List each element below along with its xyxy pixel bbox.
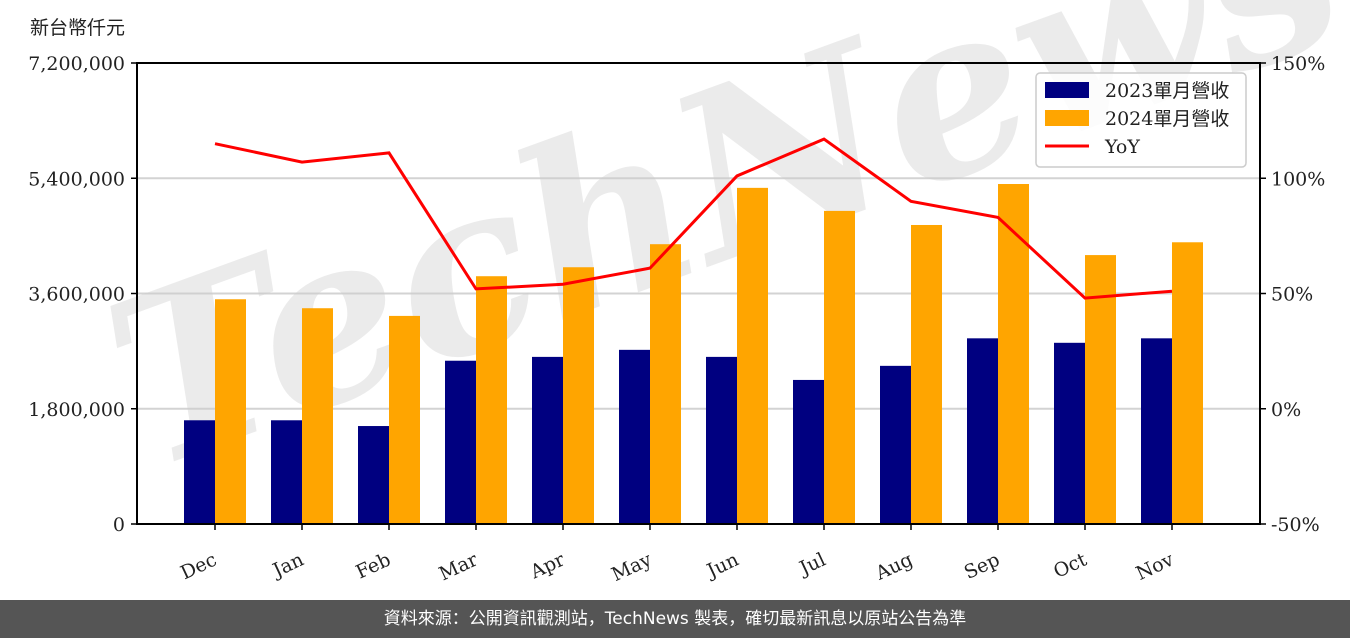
- y-tick-label: 3,600,000: [28, 284, 125, 306]
- bar-2024: [1085, 255, 1116, 525]
- y-axis-label: 新台幣仟元: [30, 17, 125, 39]
- bar-2024: [1172, 242, 1203, 524]
- bar-2024: [998, 184, 1029, 524]
- revenue-chart: TechNews 0 1,800,000 3,600,000 5,400,000 7,20…: [28, 0, 1350, 586]
- bar-2023: [271, 420, 302, 524]
- y-tick-label: 0: [113, 514, 125, 536]
- y-right-tick-label: 150%: [1271, 53, 1325, 75]
- bar-2024: [737, 187, 768, 524]
- x-tick-label: Feb: [353, 549, 395, 584]
- y-tick-label: 7,200,000: [28, 53, 125, 75]
- yoy-line: [214, 137, 1173, 300]
- x-tick-label: Aug: [871, 549, 916, 585]
- legend-label: 2023單月營收: [1105, 80, 1229, 102]
- legend-swatch: [1045, 110, 1089, 126]
- bar-2023: [184, 420, 215, 524]
- bar-2023: [1141, 338, 1172, 524]
- x-tick-label: Sep: [961, 549, 1003, 584]
- bar-2023: [1054, 342, 1085, 524]
- legend-swatch: [1045, 82, 1089, 98]
- x-tick-label: Mar: [436, 548, 482, 585]
- legend: 2023單月營收 2024單月營收 YoY: [1035, 72, 1247, 168]
- bar-2024: [476, 276, 507, 524]
- x-tick-label: Apr: [526, 548, 569, 584]
- y-right-tick-label: 50%: [1271, 284, 1313, 306]
- y-tick-label: 1,800,000: [28, 399, 125, 421]
- y-tick-label: 5,400,000: [28, 168, 125, 190]
- x-tick-label: Jul: [794, 549, 829, 581]
- bar-2023: [793, 379, 824, 524]
- bar-2024: [389, 315, 420, 524]
- bar-2023: [967, 338, 998, 524]
- legend-label: YoY: [1104, 136, 1140, 158]
- bar-2024: [563, 267, 594, 524]
- x-tick-label: Oct: [1050, 548, 1090, 582]
- x-tick-label: May: [608, 548, 655, 586]
- bar-2024: [911, 224, 942, 524]
- y-right-tick-label: 0%: [1271, 399, 1301, 421]
- source-text: 資料來源：公開資訊觀測站，TechNews 製表，確切最新訊息以原站公告為準: [383, 609, 967, 629]
- source-footer: 資料來源：公開資訊觀測站，TechNews 製表，確切最新訊息以原站公告為準: [0, 600, 1350, 638]
- bar-2023: [445, 360, 476, 524]
- bar-2023: [880, 365, 911, 524]
- y-right-tick-label: 100%: [1271, 168, 1325, 190]
- y-right-tick-label: -50%: [1271, 514, 1320, 536]
- bar-2023: [619, 349, 650, 524]
- bar-2023: [706, 356, 737, 524]
- chart-canvas: TechNews01,800,0003,600,0005,400,0007,20…: [28, 0, 1350, 586]
- x-tick-label: Dec: [177, 549, 220, 585]
- bar-2024: [650, 244, 681, 524]
- legend-label: 2024單月營收: [1105, 108, 1229, 130]
- bar-2023: [358, 426, 389, 524]
- bar-2024: [302, 308, 333, 524]
- bar-2024: [824, 210, 855, 524]
- x-tick-label: Nov: [1133, 548, 1178, 584]
- bar-2024: [215, 299, 246, 524]
- x-tick-label: Jun: [702, 549, 742, 583]
- bar-2023: [532, 356, 563, 524]
- x-tick-label: Jan: [268, 549, 307, 583]
